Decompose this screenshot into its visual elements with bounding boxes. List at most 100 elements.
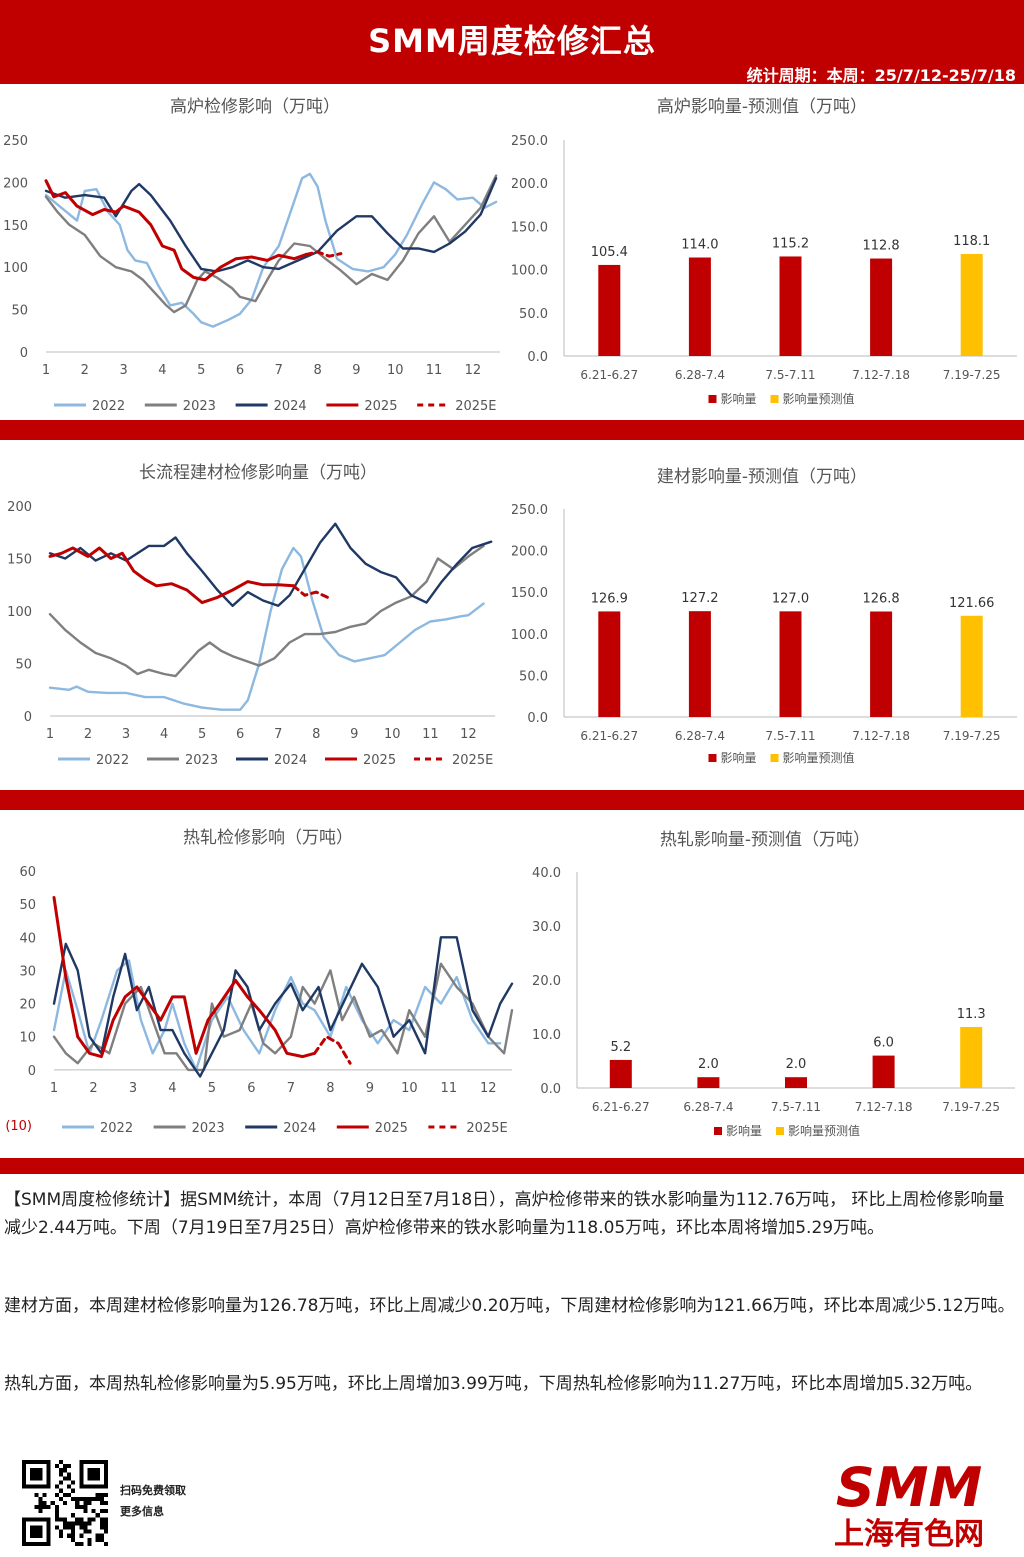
- qr-module: [67, 1525, 72, 1530]
- y-tick-label: 250.0: [512, 503, 548, 518]
- qr-module: [99, 1509, 104, 1514]
- section-divider-1: [0, 420, 1024, 440]
- x-tick-label: 2: [89, 1081, 97, 1096]
- x-tick-label: 7.12-7.18: [852, 729, 910, 743]
- data-label: 2.0: [786, 1057, 807, 1072]
- qr-module: [95, 1533, 100, 1538]
- y-tick-label: 20.0: [532, 974, 561, 989]
- qr-module: [67, 1484, 72, 1489]
- qr-module: [54, 1505, 59, 1510]
- bar: [785, 1077, 807, 1088]
- qr-module: [58, 1488, 63, 1493]
- x-tick-label: 3: [129, 1081, 137, 1096]
- qr-module: [50, 1500, 55, 1506]
- data-label: 126.8: [862, 592, 899, 607]
- y-tick-label: 0.0: [540, 1082, 561, 1097]
- qr-finder: [30, 1525, 43, 1538]
- qr-module: [71, 1537, 76, 1542]
- qr-module: [58, 1533, 63, 1538]
- legend-swatch: [770, 754, 779, 762]
- qr-module: [79, 1525, 84, 1530]
- y-tick-label: 200: [3, 176, 28, 191]
- qr-module: [42, 1505, 47, 1510]
- qr-module: [38, 1509, 43, 1514]
- y-tick-label: 0.0: [527, 350, 548, 365]
- series-line-2023: [48, 544, 485, 678]
- qr-module: [83, 1505, 88, 1510]
- qr-module: [87, 1517, 92, 1522]
- y-tick-label: 30: [19, 964, 36, 979]
- legend-swatch: [708, 395, 717, 403]
- legend-swatch: [714, 1127, 722, 1135]
- y-tick-label: 150.0: [512, 220, 548, 235]
- legend-label: 2023: [183, 399, 216, 414]
- qr-module: [103, 1492, 108, 1497]
- construction-bar-chart: 建材影响量-预测值（万吨） 0.0 50.0 100.0 150.0 200.0 250.0…: [512, 467, 1017, 765]
- qr-module: [58, 1460, 63, 1465]
- qr-module: [75, 1541, 80, 1546]
- qr-module: [71, 1521, 76, 1526]
- x-tick-label: 10: [387, 363, 404, 378]
- chart-title: 长流程建材检修影响量（万吨）: [139, 463, 377, 483]
- y-tick-label: 0: [24, 710, 32, 725]
- qr-module: [83, 1500, 88, 1506]
- legend-label: 2023: [185, 753, 218, 768]
- qr-module: [99, 1533, 104, 1538]
- legend-label: 2025: [375, 1121, 408, 1136]
- qr-module: [71, 1529, 76, 1534]
- qr-module: [83, 1521, 88, 1526]
- qr-module: [71, 1496, 76, 1501]
- qr-module: [67, 1521, 72, 1526]
- y-tick-label: (10): [5, 1119, 32, 1134]
- series-line-2025: [48, 546, 295, 605]
- y-tick-label: 50.0: [519, 669, 548, 684]
- legend-label: 2025E: [455, 399, 496, 414]
- qr-module: [99, 1517, 104, 1522]
- qr-module: [87, 1529, 92, 1534]
- legend-label: 2023: [192, 1121, 225, 1136]
- period-label: 统计周期：本周：25/7/12-25/7/18: [746, 66, 1016, 85]
- y-tick-label: 60: [19, 865, 36, 880]
- y-tick-label: 200.0: [512, 177, 548, 192]
- qr-module: [54, 1517, 59, 1522]
- page-title: SMM周度检修汇总: [368, 22, 656, 60]
- qr-module: [62, 1500, 68, 1506]
- x-tick-label: 7.5-7.11: [765, 729, 815, 743]
- section-divider-2: [0, 790, 1024, 810]
- y-tick-label: 20: [19, 998, 36, 1013]
- data-label: 115.2: [772, 236, 809, 251]
- legend-label: 2024: [283, 1121, 316, 1136]
- y-tick-label: 30.0: [532, 920, 561, 935]
- qr-module: [87, 1500, 92, 1506]
- y-tick-label: 100.0: [512, 628, 548, 643]
- summary-paragraph-3: 热轧方面，本周热轧检修影响量为5.95万吨，环比上周增加3.99万吨，下周热轧检…: [4, 1374, 983, 1394]
- x-tick-label: 10: [384, 727, 401, 742]
- qr-module: [75, 1500, 80, 1506]
- y-tick-label: 100: [7, 605, 32, 620]
- x-tick-label: 12: [480, 1081, 497, 1096]
- bar: [960, 615, 983, 717]
- legend-label: 影响量: [726, 1123, 762, 1138]
- qr-module: [58, 1472, 63, 1477]
- qr-module: [103, 1521, 108, 1526]
- legend-label: 2022: [92, 399, 125, 414]
- qr-finder: [30, 1468, 43, 1481]
- x-tick-label: 7: [287, 1081, 295, 1096]
- x-tick-label: 7: [275, 363, 283, 378]
- x-tick-label: 6: [236, 363, 244, 378]
- qr-module: [67, 1492, 72, 1497]
- qr-module: [67, 1464, 72, 1469]
- qr-module: [79, 1521, 84, 1526]
- qr-module: [54, 1464, 59, 1469]
- x-tick-label: 1: [50, 1081, 58, 1096]
- x-tick-label: 12: [460, 727, 477, 742]
- legend-label: 影响量预测值: [783, 391, 855, 406]
- qr-module: [91, 1517, 96, 1522]
- data-label: 105.4: [591, 245, 628, 260]
- chart-title: 热轧影响量-预测值（万吨）: [660, 830, 870, 850]
- summary-paragraph-2: 建材方面，本周建材检修影响量为126.78万吨，环比上周减少0.20万吨，下周建…: [4, 1296, 1015, 1316]
- qr-code-icon[interactable]: [22, 1460, 108, 1546]
- qr-caption-2: 更多信息: [120, 1505, 164, 1518]
